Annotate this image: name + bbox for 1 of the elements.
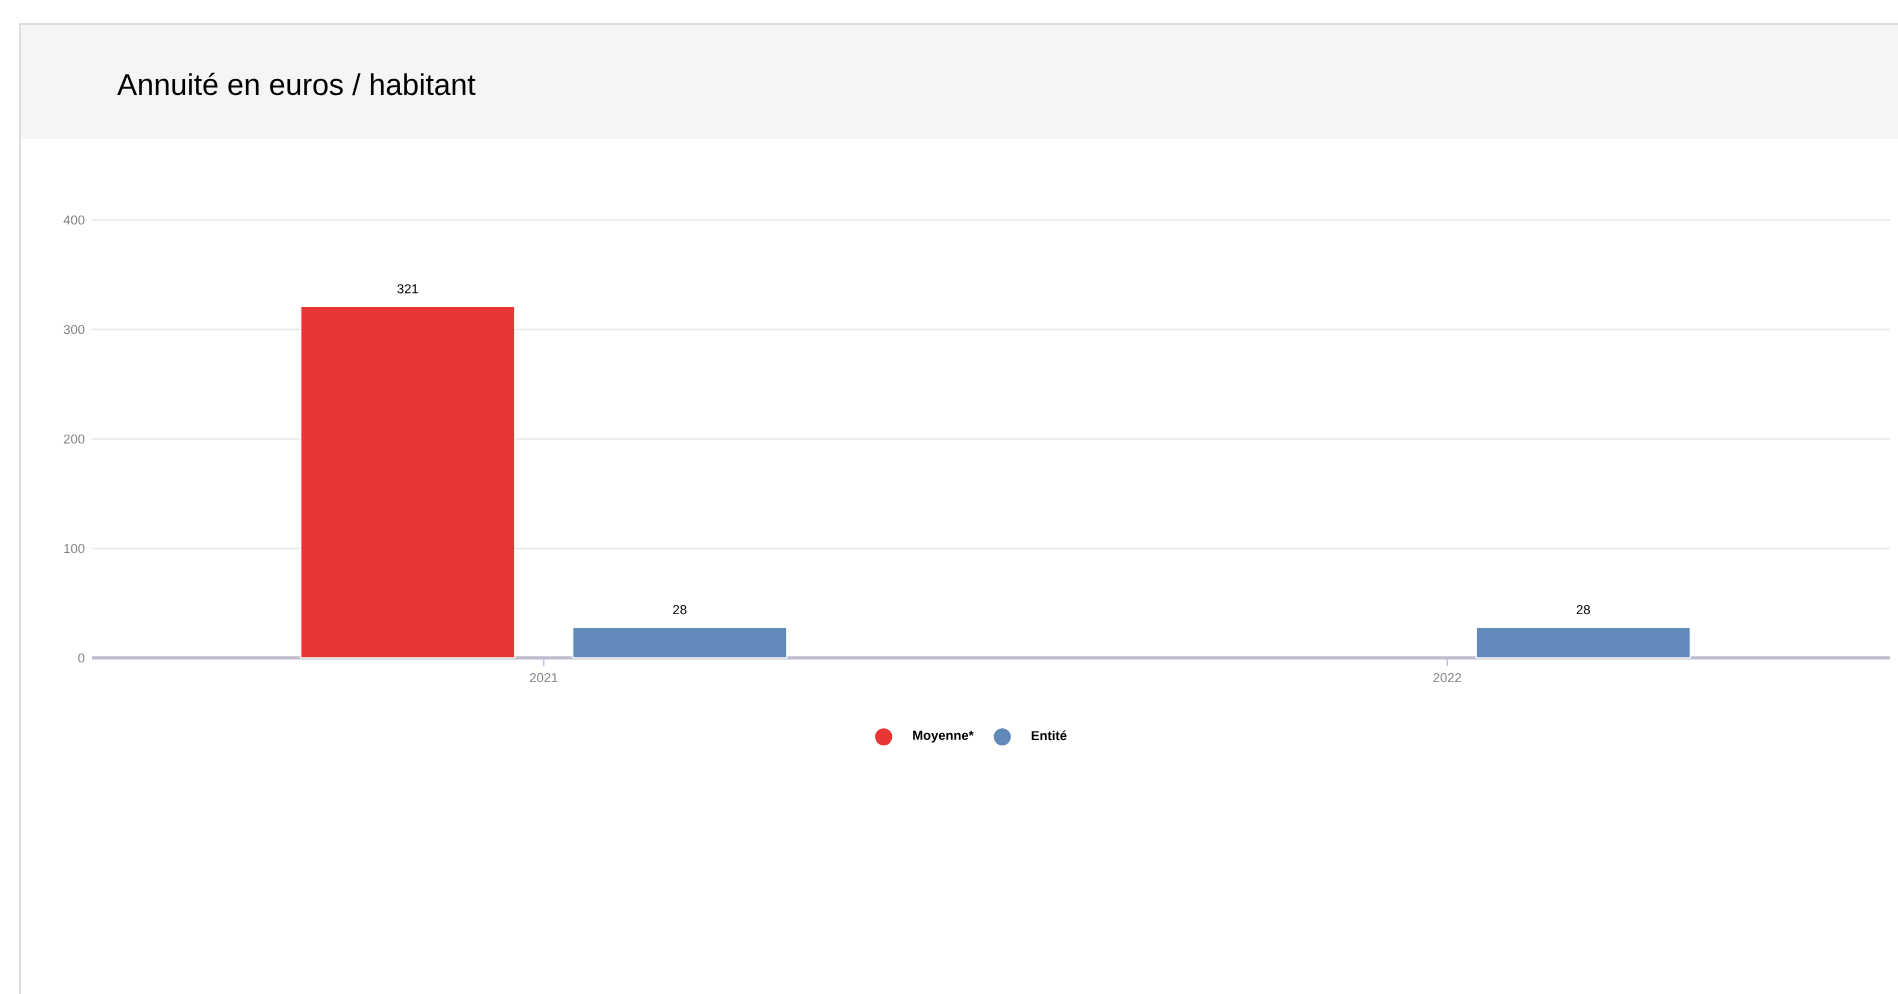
chart-title: Annuité en euros / habitant xyxy=(117,72,476,96)
